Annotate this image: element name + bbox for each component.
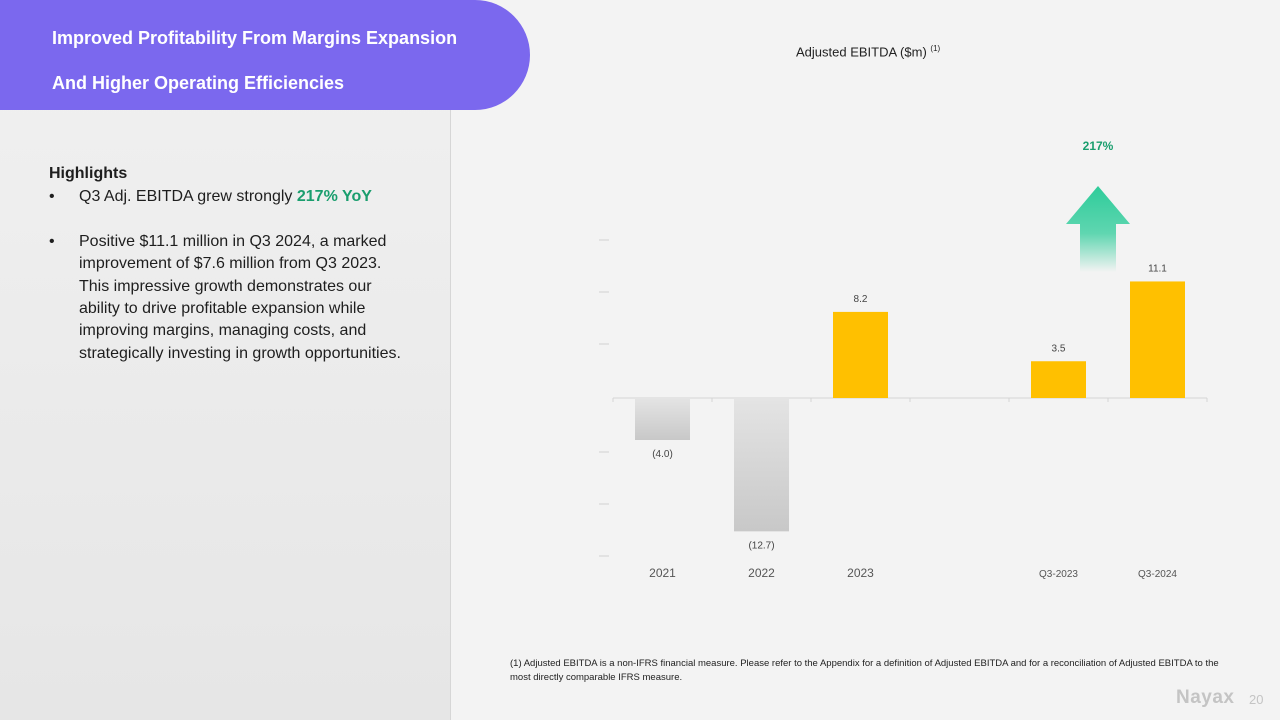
highlight-bullet-1: • Q3 Adj. EBITDA grew strongly 217% YoY	[49, 186, 409, 208]
bullet-dot: •	[49, 188, 55, 206]
slide-title-line1: Improved Profitability From Margins Expa…	[52, 28, 458, 48]
page-number: 20	[1249, 692, 1264, 707]
bar-2021	[635, 398, 690, 440]
bar-2022	[734, 398, 789, 532]
data-label: 3.5	[1052, 343, 1066, 354]
footnote: (1) Adjusted EBITDA is a non-IFRS financ…	[510, 658, 1219, 683]
bullet-1-emphasis: 217% YoY	[296, 188, 372, 206]
x-tick-label: 2023	[847, 566, 874, 580]
left-panel	[0, 0, 451, 720]
bar-2023	[833, 311, 888, 398]
chart-title: Adjusted EBITDA ($m) (1)	[796, 44, 940, 59]
x-tick-label: 2022	[748, 566, 775, 580]
ebitda-bar-chart: (4.0) 2021 (12.7) 2022 8.2 2023 3.5 Q3-2023 11.1…	[599, 139, 1208, 580]
x-tick-label: 2021	[649, 566, 676, 580]
bullet-1-text: Q3 Adj. EBITDA grew strongly	[79, 188, 297, 206]
brand-logo: Nayax	[1176, 687, 1235, 708]
x-tick-label: Q3-2024	[1138, 569, 1177, 580]
highlights-heading: Highlights	[49, 165, 128, 182]
x-tick-label: Q3-2023	[1039, 569, 1078, 580]
bullet-2-text: Positive $11.1 million in Q3 2024, a mar…	[79, 232, 401, 362]
highlights-section: Highlights • Q3 Adj. EBITDA grew strongl…	[49, 163, 409, 387]
data-label: 8.2	[854, 294, 868, 305]
title-banner: Improved Profitability From Margins Expa…	[0, 0, 530, 110]
slide-title-line2: And Higher Operating Efficiencies	[52, 73, 345, 93]
chart-title-text: Adjusted EBITDA ($m)	[796, 44, 927, 60]
data-label: 11.1	[1148, 263, 1167, 274]
data-label: (4.0)	[652, 449, 673, 460]
highlight-bullet-2: • Positive $11.1 million in Q3 2024, a m…	[49, 231, 409, 365]
data-label: (12.7)	[748, 540, 774, 551]
growth-arrow-icon	[1066, 186, 1130, 272]
chart-title-footnote-ref: (1)	[930, 44, 941, 53]
bullet-dot: •	[49, 232, 55, 250]
bar-q3-2023	[1031, 361, 1086, 398]
bar-q3-2024	[1130, 281, 1185, 398]
growth-annotation: 217%	[1083, 139, 1114, 153]
